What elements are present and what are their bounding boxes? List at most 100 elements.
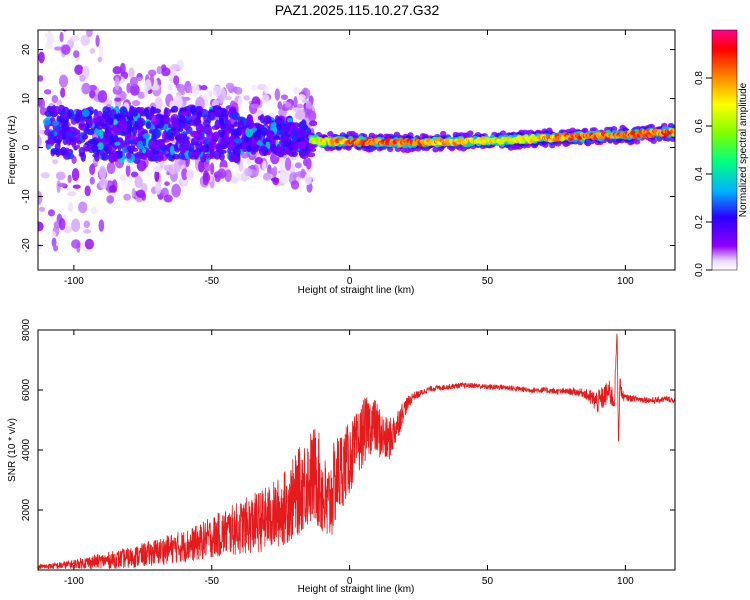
spectrogram-cell — [520, 139, 526, 144]
spectrogram-cell — [170, 63, 181, 71]
spectrogram-cell — [244, 167, 252, 177]
spectrogram-cell — [262, 93, 270, 104]
spectrogram-cell — [72, 184, 81, 189]
spectrogram-cell — [59, 113, 68, 121]
spectrogram-cell — [89, 89, 96, 99]
spectrogram-cell — [52, 120, 60, 126]
spectrogram-cell — [232, 148, 237, 154]
spectrogram-cell — [85, 140, 95, 146]
spectrogram-cell — [67, 202, 74, 213]
spectrogram-cell — [225, 82, 235, 90]
spectrogram-cell — [297, 141, 307, 150]
spectrogram-cell — [106, 161, 116, 174]
spectrogram-cell — [671, 132, 675, 137]
spectrogram-cell — [174, 135, 183, 141]
colorbar: 0.0 0.2 0.4 0.6 0.8 Normalized spectral ampl… — [694, 29, 749, 277]
spectrogram-cell — [119, 119, 128, 129]
spectrogram-cell — [136, 77, 143, 82]
spectrogram-cell — [53, 245, 59, 252]
spectrogram-cell — [99, 177, 109, 189]
y-tick-label: 8000 — [21, 318, 32, 341]
spectrogram-cell — [181, 136, 190, 141]
spectrogram-cell — [196, 128, 205, 140]
spectrogram-cell — [203, 164, 213, 171]
spectrogram-cell — [162, 114, 168, 122]
spectrogram-cell — [263, 172, 271, 181]
spectrogram-cell — [293, 86, 300, 95]
spectrogram-cell — [125, 151, 132, 160]
spectrogram-cell — [170, 116, 177, 126]
spectrogram-cell — [243, 95, 251, 101]
spectrogram-cell — [233, 112, 240, 121]
spectrogram-ylabel: Frequency (Hz) — [7, 116, 18, 185]
spectrogram-cell — [52, 159, 59, 165]
spectrogram-cell — [86, 129, 94, 135]
spectrogram-cell — [90, 207, 98, 215]
y-tick-label: 6000 — [21, 378, 32, 401]
spectrogram-cell — [273, 147, 282, 154]
spectrogram-cell — [217, 94, 225, 104]
spectrogram-cell — [38, 51, 45, 64]
spectrogram-cell — [106, 195, 115, 204]
spectrogram-cell — [234, 87, 243, 95]
snr-series-line — [38, 333, 675, 570]
spectrogram-cell — [241, 152, 249, 159]
spectrogram-cell — [72, 50, 80, 58]
spectrogram-cell — [255, 124, 265, 130]
spectrogram-cell — [246, 157, 252, 165]
spectrogram-cell — [144, 108, 150, 118]
spectrogram-cell — [142, 133, 151, 139]
spectrogram-cell — [150, 105, 155, 117]
spectrogram-cell — [259, 113, 265, 124]
spectrogram-cell — [39, 30, 44, 31]
spectrogram-cell — [41, 19, 50, 27]
spectrogram-cell — [190, 105, 197, 114]
spectrogram-cell — [180, 90, 185, 96]
spectrogram-cell — [217, 168, 227, 179]
spectrogram-cell — [71, 168, 80, 181]
spectrogram-cell — [266, 130, 275, 137]
spectrogram-cell — [114, 141, 121, 146]
spectrogram-cell — [150, 114, 160, 126]
spectrogram-cell — [122, 146, 128, 154]
spectrogram-cell — [220, 138, 229, 146]
spectrogram-cell — [81, 109, 90, 118]
spectrogram-cell — [298, 93, 306, 101]
spectrogram-cell — [113, 118, 118, 126]
spectrogram-cell — [147, 69, 157, 77]
spectrogram-cell — [467, 130, 474, 137]
spectrogram-cell — [173, 94, 183, 109]
spectrogram-cell — [198, 143, 203, 149]
spectrogram-cell — [38, 221, 44, 232]
spectrogram-cell — [168, 83, 173, 91]
spectrogram-cell — [275, 123, 282, 131]
spectrogram-cell — [291, 134, 296, 142]
spectrogram-cell — [67, 191, 77, 197]
colorbar-tick-label: 0.2 — [694, 215, 705, 229]
spectrogram-cell — [277, 101, 283, 110]
spectrogram-cell — [156, 139, 166, 145]
colorbar-label: Normalized spectral amplitude — [738, 82, 749, 217]
spectrogram-cell — [53, 46, 63, 51]
spectrogram-cell — [54, 142, 61, 150]
spectrogram-cell — [246, 144, 252, 152]
spectrogram-cell — [73, 137, 80, 144]
spectrogram-cell — [265, 116, 272, 124]
spectrogram-cell — [67, 131, 75, 138]
spectrogram-cell — [230, 153, 238, 163]
spectrogram-cell — [135, 151, 142, 159]
spectrogram-cell — [273, 177, 279, 183]
spectrogram-cell — [51, 94, 59, 104]
spectrogram-cell — [38, 97, 46, 110]
spectrogram-cell — [204, 143, 210, 153]
spectrogram-cell — [231, 176, 238, 184]
spectrogram-cell — [94, 153, 100, 162]
spectrogram-cell — [237, 120, 244, 126]
spectrogram-cell — [38, 135, 42, 148]
spectrogram-cell — [131, 134, 138, 143]
spectrogram-cell — [198, 160, 205, 173]
y-tick-label: 10 — [21, 93, 32, 105]
spectrogram-cell — [185, 113, 193, 125]
